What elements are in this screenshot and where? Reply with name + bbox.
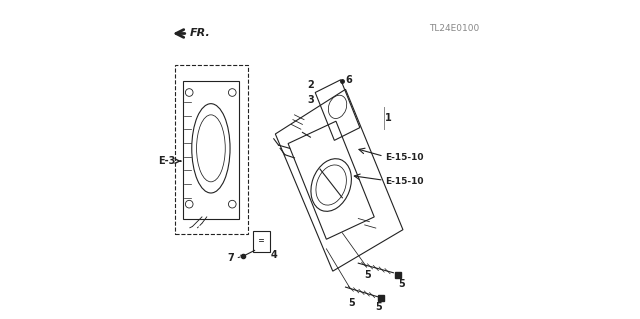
Text: 3: 3 [307,95,314,106]
Text: 2: 2 [307,79,314,90]
Text: E-3: E-3 [159,156,176,166]
Text: 7: 7 [227,253,234,263]
Text: 6: 6 [345,75,351,85]
Text: 5: 5 [376,302,382,312]
Text: 5: 5 [349,298,355,308]
Text: E-15-10: E-15-10 [385,153,423,162]
Text: 5: 5 [398,279,404,289]
Text: 5: 5 [364,270,371,280]
Text: FR.: FR. [190,28,211,39]
Text: 1: 1 [385,113,392,123]
Text: E-15-10: E-15-10 [385,177,423,186]
Text: TL24E0100: TL24E0100 [429,24,479,33]
Text: 4: 4 [271,250,277,260]
